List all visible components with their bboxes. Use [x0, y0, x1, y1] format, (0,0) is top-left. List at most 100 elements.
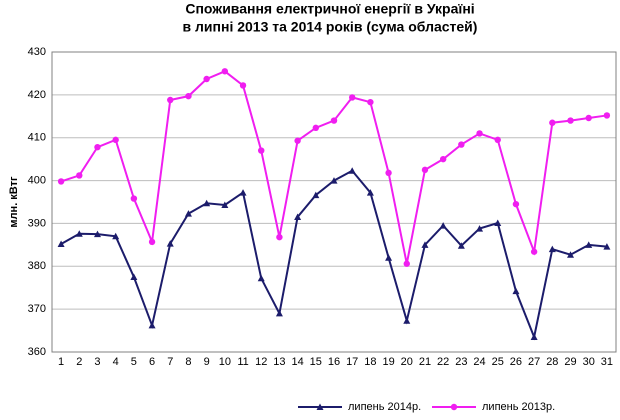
marker — [276, 233, 283, 241]
y-tick-label: 430 — [28, 46, 46, 58]
marker — [457, 242, 465, 249]
marker — [603, 243, 611, 250]
marker — [112, 136, 119, 144]
marker — [57, 178, 65, 185]
marker — [167, 96, 174, 104]
chart-title: Споживання електричної енергії в Україні — [185, 1, 474, 17]
y-axis-label: млн. кВтг — [8, 176, 20, 228]
marker — [330, 117, 338, 124]
marker — [239, 189, 247, 196]
y-tick-label: 380 — [28, 260, 46, 272]
marker — [239, 82, 247, 89]
marker — [494, 219, 502, 226]
marker — [548, 245, 556, 253]
marker — [75, 230, 83, 237]
marker — [203, 199, 211, 207]
x-tick-label: 18 — [364, 356, 376, 368]
x-tick-label: 25 — [492, 356, 504, 368]
marker — [421, 241, 429, 248]
legend-label: липень 2014р. — [348, 401, 421, 413]
x-tick-label: 12 — [255, 356, 267, 368]
legend-label: липень 2013р. — [482, 401, 555, 413]
marker — [257, 274, 265, 282]
x-tick-label: 16 — [328, 356, 340, 368]
y-tick-label: 400 — [28, 174, 46, 186]
y-tick-label: 360 — [28, 346, 46, 358]
marker — [348, 167, 356, 174]
x-tick-label: 7 — [167, 356, 173, 368]
marker — [221, 201, 229, 208]
marker — [93, 230, 101, 238]
marker — [316, 403, 324, 410]
marker — [585, 114, 592, 122]
x-tick-label: 30 — [583, 356, 595, 368]
marker — [585, 241, 593, 248]
marker — [185, 92, 192, 100]
marker — [494, 136, 501, 144]
y-tick-label: 420 — [28, 89, 46, 101]
marker — [312, 124, 320, 132]
x-tick-label: 19 — [382, 356, 394, 368]
marker — [57, 240, 65, 247]
marker — [439, 222, 447, 229]
marker — [530, 333, 538, 340]
x-tick-label: 21 — [419, 356, 431, 368]
marker — [94, 143, 101, 151]
x-tick-label: 3 — [94, 356, 100, 368]
marker — [530, 248, 538, 255]
marker — [130, 273, 138, 280]
marker — [450, 403, 458, 411]
x-tick-label: 24 — [473, 356, 485, 368]
marker — [439, 155, 447, 163]
marker — [403, 260, 410, 267]
x-tick-label: 29 — [564, 356, 576, 368]
x-tick-label: 26 — [510, 356, 522, 368]
series-line — [60, 169, 607, 341]
x-tick-label: 17 — [346, 356, 358, 368]
x-tick-label: 1 — [58, 356, 64, 368]
x-tick-label: 2 — [76, 356, 82, 368]
x-tick-label: 28 — [546, 356, 558, 368]
y-tick-label: 410 — [28, 132, 46, 144]
x-tick-label: 13 — [273, 356, 285, 368]
marker — [294, 213, 302, 220]
x-tick-label: 8 — [185, 356, 191, 368]
marker — [130, 195, 138, 202]
marker — [203, 75, 210, 83]
x-tick-label: 20 — [401, 356, 413, 368]
marker — [367, 98, 374, 106]
marker — [221, 68, 229, 75]
marker — [294, 137, 301, 144]
marker — [112, 232, 120, 240]
marker — [403, 317, 411, 324]
x-tick-label: 31 — [601, 356, 613, 368]
y-tick-label: 390 — [28, 217, 46, 229]
marker — [458, 141, 465, 148]
x-tick-label: 10 — [219, 356, 231, 368]
marker — [366, 189, 374, 196]
series-line — [60, 70, 608, 264]
marker — [512, 287, 520, 295]
marker — [330, 177, 338, 184]
marker — [421, 166, 429, 174]
x-tick-label: 11 — [237, 356, 248, 368]
marker — [476, 225, 484, 232]
marker — [385, 169, 392, 177]
marker — [512, 200, 520, 208]
x-tick-label: 27 — [528, 356, 540, 368]
marker — [385, 254, 393, 261]
y-tick-label: 370 — [28, 303, 46, 315]
x-tick-label: 5 — [131, 356, 137, 368]
x-tick-label: 15 — [310, 356, 322, 368]
x-tick-label: 4 — [113, 356, 119, 368]
marker — [166, 240, 174, 247]
x-tick-label: 22 — [437, 356, 449, 368]
marker — [258, 147, 265, 154]
marker — [148, 238, 156, 246]
marker — [148, 321, 156, 329]
marker — [76, 172, 83, 179]
x-tick-label: 14 — [291, 356, 303, 368]
marker — [184, 210, 192, 217]
chart-title: в липні 2013 та 2014 років (сума областе… — [183, 19, 478, 35]
